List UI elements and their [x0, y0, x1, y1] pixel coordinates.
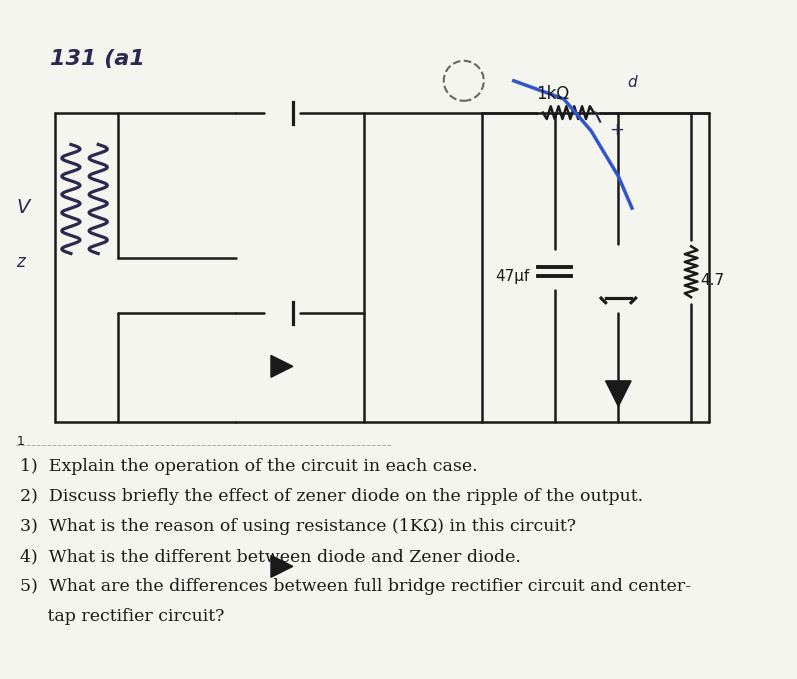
Text: 2)  Discuss briefly the effect of zener diode on the ripple of the output.: 2) Discuss briefly the effect of zener d…: [20, 488, 643, 505]
Polygon shape: [606, 381, 631, 406]
Text: 1kΩ: 1kΩ: [536, 85, 570, 103]
Text: 3)  What is the reason of using resistance (1KΩ) in this circuit?: 3) What is the reason of using resistanc…: [20, 518, 576, 535]
Text: 131 (a1: 131 (a1: [50, 50, 145, 69]
Text: 47μf: 47μf: [496, 269, 530, 284]
Text: 4.7: 4.7: [701, 274, 724, 289]
Text: V: V: [17, 198, 29, 217]
Text: 4)  What is the different between diode and Zener diode.: 4) What is the different between diode a…: [20, 548, 521, 565]
Text: tap rectifier circuit?: tap rectifier circuit?: [20, 608, 225, 625]
Text: 5)  What are the differences between full bridge rectifier circuit and center-: 5) What are the differences between full…: [20, 579, 691, 595]
Text: +: +: [609, 122, 624, 139]
Text: 1: 1: [17, 435, 24, 447]
Text: z: z: [17, 253, 26, 271]
Text: d: d: [627, 75, 637, 90]
Polygon shape: [271, 355, 292, 378]
Text: 1)  Explain the operation of the circuit in each case.: 1) Explain the operation of the circuit …: [20, 458, 477, 475]
Polygon shape: [271, 555, 292, 577]
